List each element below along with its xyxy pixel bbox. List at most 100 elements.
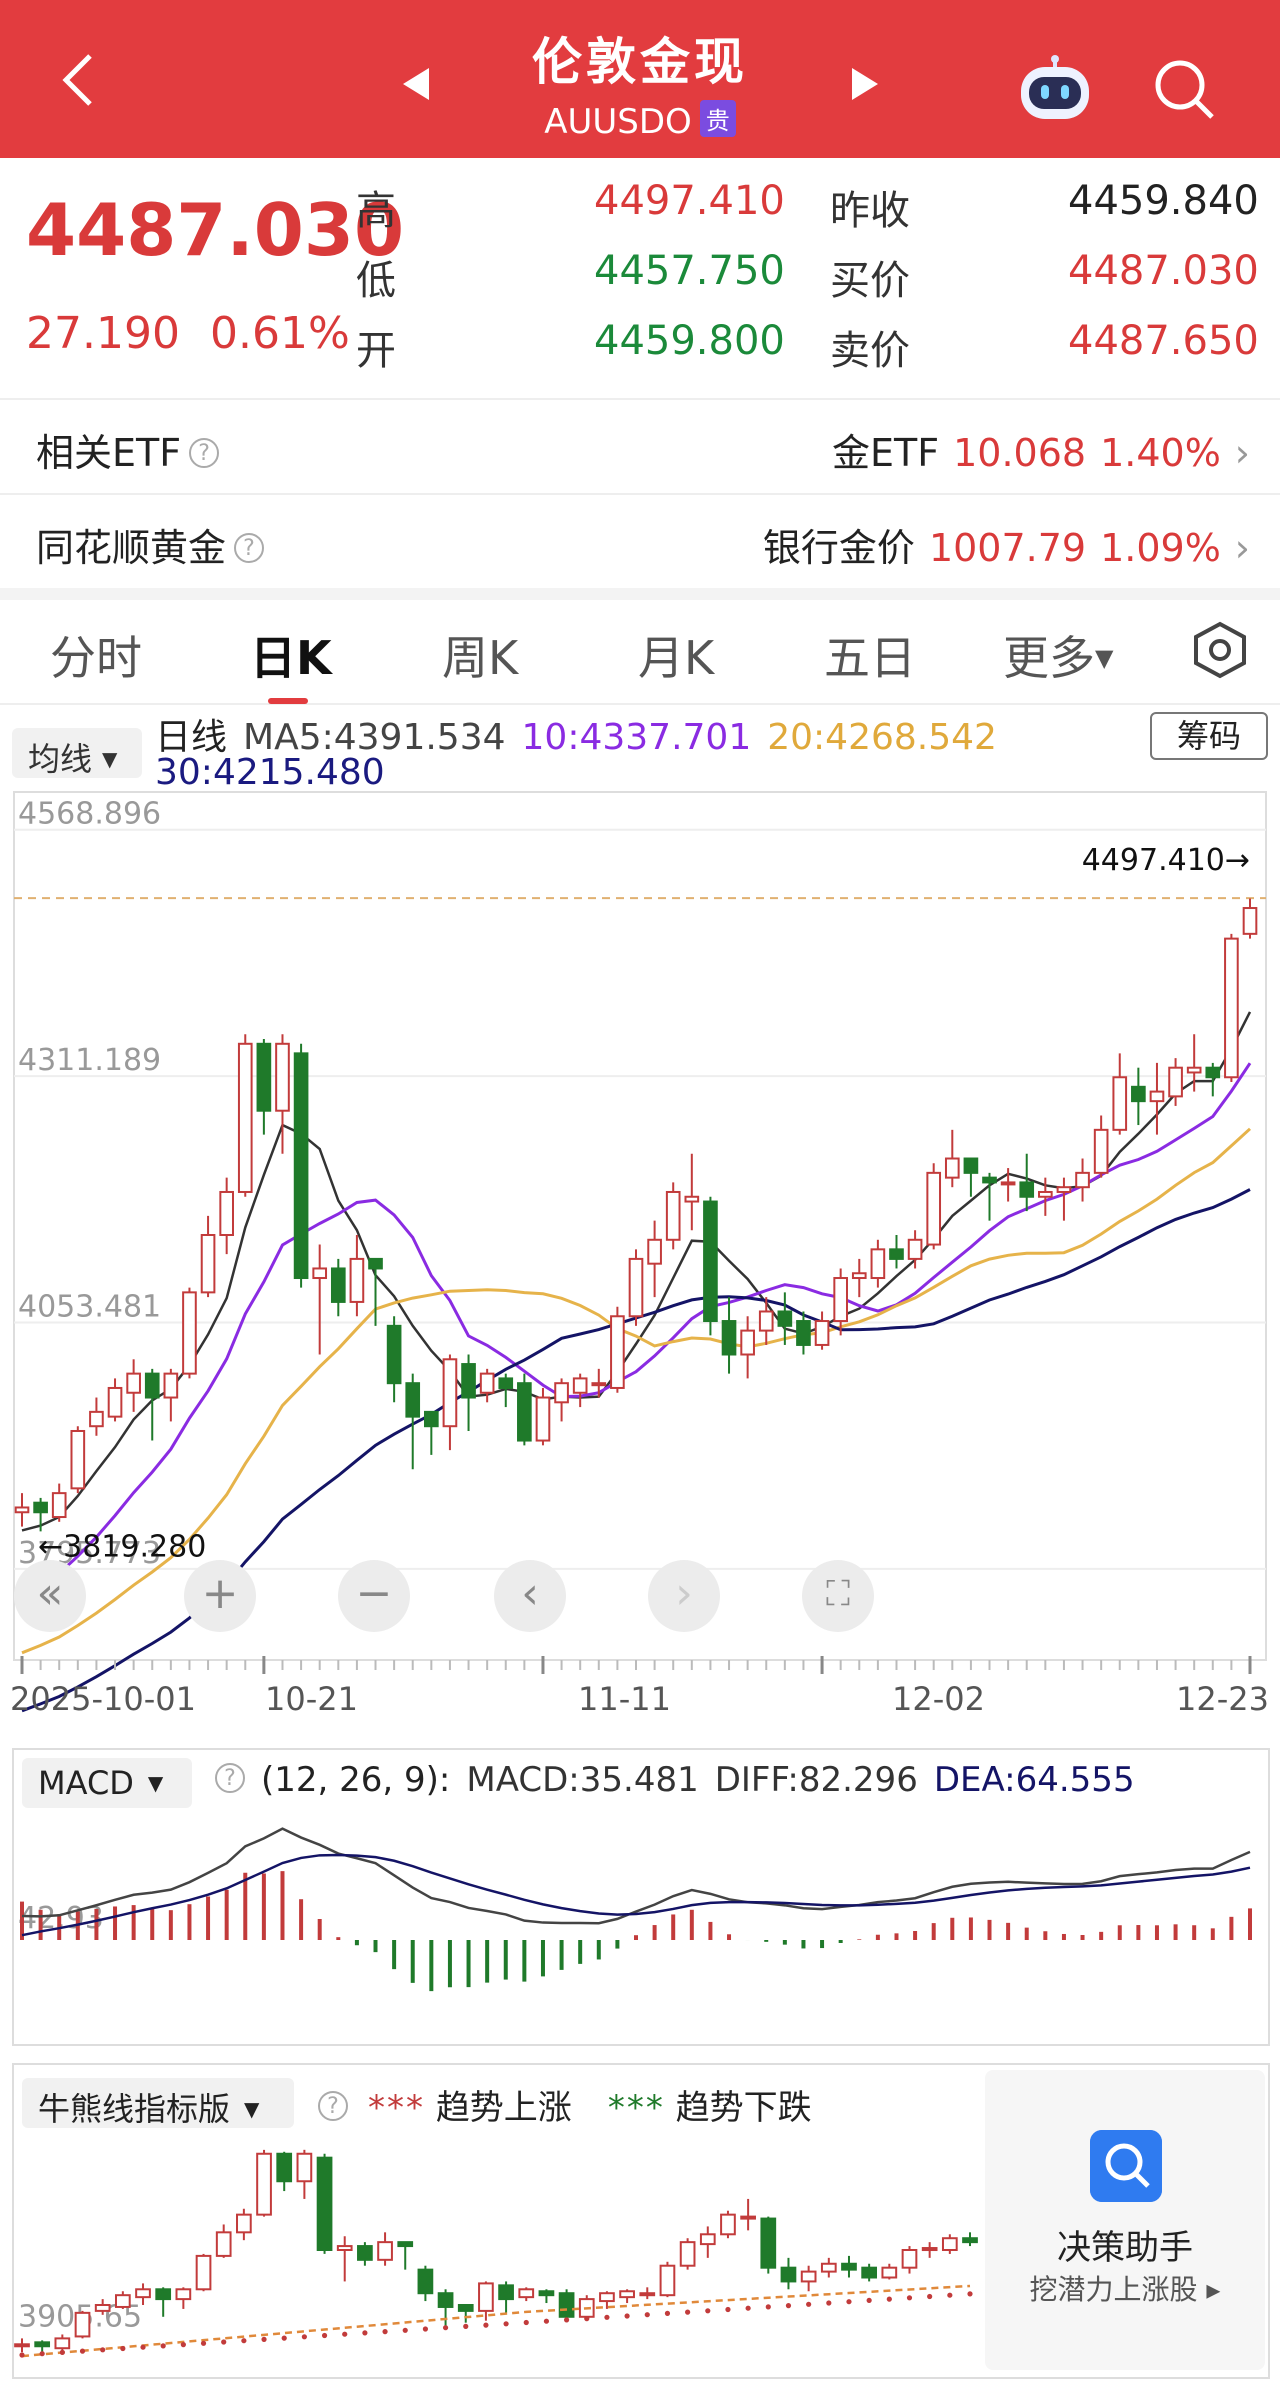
candle-up: [833, 1277, 848, 1323]
candle-down: [796, 1320, 811, 1346]
candle-down: [982, 1176, 997, 1184]
help-icon[interactable]: ?: [234, 533, 265, 563]
bb-candle-down: [357, 2245, 373, 2261]
candle-up: [684, 1195, 700, 1203]
help-icon[interactable]: ?: [189, 438, 220, 468]
candle-down: [777, 1310, 793, 1327]
tab-more-label: 更多: [1003, 631, 1095, 685]
robot-assistant-icon[interactable]: [1015, 55, 1095, 125]
trend-up-dot: [927, 2293, 933, 2300]
trend-up-dot: [785, 2303, 792, 2309]
diff-line: [21, 1827, 1251, 1925]
period-label: 日线: [155, 717, 228, 758]
indicator-selector[interactable]: 均线 ▼: [12, 728, 142, 778]
macd-selector[interactable]: MACD ▼: [22, 1758, 192, 1808]
bb-candle-down: [498, 2284, 514, 2301]
scroll-to-start-button[interactable]: «: [14, 1560, 86, 1632]
candle-up: [628, 1257, 644, 1318]
trend-up-dot: [947, 2292, 953, 2298]
tab-more[interactable]: 更多▼: [1003, 622, 1113, 688]
instrument-code: AUUSDO 贵: [440, 100, 840, 142]
candle-up: [851, 1272, 867, 1280]
chip-distribution-button[interactable]: 筹码: [1150, 712, 1268, 760]
quote-panel: 4487.030 27.190 0.61% 高 低 开 4497.410 4457…: [0, 158, 1280, 398]
bb-candle-down: [417, 2268, 434, 2295]
candle-up: [907, 1238, 923, 1260]
candle-up: [610, 1315, 625, 1389]
ask-label: 卖价: [830, 328, 910, 374]
help-icon[interactable]: ?: [318, 2091, 348, 2121]
metal-badge: 贵: [699, 100, 736, 137]
candle-up: [70, 1429, 86, 1490]
candle-up: [107, 1386, 123, 1418]
chevron-right-icon: ›: [1234, 526, 1250, 570]
trend-up-dot: [826, 2300, 832, 2306]
pan-right-button[interactable]: ›: [648, 1560, 720, 1632]
y-tick-label: 4311.189: [18, 1043, 161, 1078]
trend-up-dot: [321, 2332, 328, 2339]
y-tick-label: 4053.481: [18, 1289, 161, 1324]
dea-value: DEA:64.555: [933, 1760, 1135, 1800]
high-marker-label: 4497.410→: [1082, 843, 1250, 878]
zoom-out-button[interactable]: −: [338, 1560, 410, 1632]
trend-up-dot: [301, 2334, 307, 2340]
tab-daily-k[interactable]: 日K: [250, 631, 332, 685]
search-icon[interactable]: [1150, 55, 1220, 125]
ask-value: 4487.650: [1068, 318, 1259, 364]
trend-up-dot: [705, 2308, 711, 2314]
candle-down: [424, 1410, 439, 1428]
next-instrument-icon[interactable]: [842, 62, 886, 106]
trend-up-dot: [846, 2299, 852, 2305]
candle-up: [312, 1267, 328, 1280]
etf-name: 金ETF: [832, 431, 940, 475]
bb-candle-up: [800, 2270, 817, 2283]
trend-up-dot: [362, 2330, 368, 2336]
candlestick-chart[interactable]: 4568.8964311.1894053.4813795.7734497.410…: [0, 790, 1280, 1713]
price-change: 27.190 0.61%: [26, 308, 380, 359]
trend-up-dot: [866, 2297, 872, 2303]
trend-up-dot: [402, 2327, 408, 2333]
fullscreen-button[interactable]: ⛶: [802, 1560, 874, 1632]
bb-candle-up: [135, 2288, 151, 2299]
decision-assistant-card[interactable]: 决策助手 挖潜力上涨股 ▸: [985, 2070, 1265, 2370]
ma10-label: 10:4337.701: [521, 717, 752, 758]
pan-left-button[interactable]: ‹: [494, 1560, 566, 1632]
ma5-label: MA5:4391.534: [243, 717, 506, 758]
previous-instrument-icon[interactable]: [395, 62, 439, 106]
zoom-in-button[interactable]: +: [184, 1560, 256, 1632]
tab-monthly-k[interactable]: 月K: [638, 631, 715, 685]
settings-hexagon-icon[interactable]: [1192, 620, 1248, 680]
tab-weekly-k[interactable]: 周K: [442, 631, 519, 685]
assistant-subtitle: 挖潜力上涨股 ▸: [985, 2268, 1265, 2308]
bb-candle-up: [175, 2288, 192, 2301]
tab-five-day[interactable]: 五日: [824, 631, 916, 685]
open-value: 4459.800: [594, 318, 785, 364]
candle-up: [1242, 907, 1258, 935]
candle-down: [256, 1042, 272, 1112]
bb-candle-down: [538, 2290, 555, 2297]
candle-up: [572, 1377, 588, 1394]
bb-candle-up: [599, 2292, 615, 2303]
bull-bear-selector[interactable]: 牛熊线指标版 ▼: [22, 2078, 294, 2128]
section-gap: [0, 588, 1280, 600]
ma10-line: [21, 1062, 1252, 1595]
candle-up: [126, 1372, 141, 1394]
bull-bear-trend-line: [21, 2284, 971, 2358]
date-label-4: 12-02: [892, 1680, 985, 1718]
candle-down: [1131, 1085, 1146, 1103]
bb-candle-up: [941, 2237, 958, 2252]
bank-gold-name: 银行金价: [762, 526, 915, 570]
etf-value: 10.068: [953, 431, 1087, 475]
candle-down: [386, 1324, 402, 1385]
ma-legend-line1: 日线 MA5:4391.534 10:4337.701 20:4268.542: [155, 708, 1013, 760]
related-etf-row[interactable]: 相关ETF? 金ETF 10.068 1.40% ›: [0, 398, 1280, 493]
back-icon[interactable]: [50, 50, 110, 110]
tab-intraday[interactable]: 分时: [50, 631, 142, 685]
help-icon[interactable]: ?: [215, 1763, 245, 1793]
ths-gold-row[interactable]: 同花顺黄金? 银行金价 1007.79 1.09% ›: [0, 493, 1280, 588]
bb-candle-down: [558, 2292, 575, 2318]
candle-up: [89, 1410, 104, 1428]
candle-down: [721, 1320, 737, 1356]
bb-candle-up: [740, 2215, 756, 2220]
low-marker-label: ←3819.280: [38, 1529, 206, 1564]
